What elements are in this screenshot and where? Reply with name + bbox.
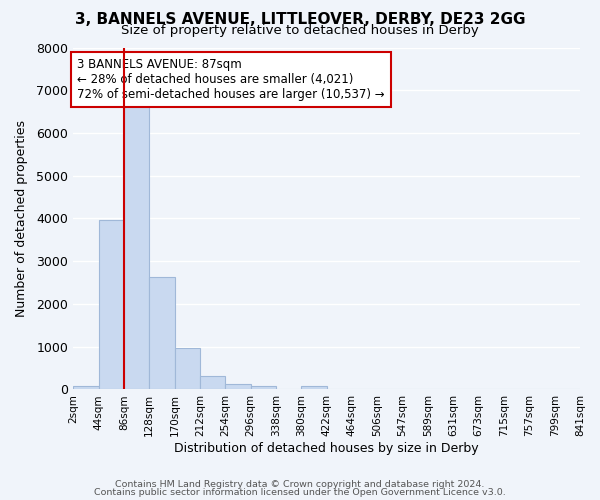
Bar [175,348,200,390]
Bar [124,106,149,390]
Text: 3 BANNELS AVENUE: 87sqm
← 28% of detached houses are smaller (4,021)
72% of semi: 3 BANNELS AVENUE: 87sqm ← 28% of detache… [77,58,385,101]
Bar [301,386,326,390]
Text: Size of property relative to detached houses in Derby: Size of property relative to detached ho… [121,24,479,37]
Bar [200,376,225,390]
Bar [98,220,124,390]
Text: 3, BANNELS AVENUE, LITTLEOVER, DERBY, DE23 2GG: 3, BANNELS AVENUE, LITTLEOVER, DERBY, DE… [75,12,525,26]
Text: Contains HM Land Registry data © Crown copyright and database right 2024.: Contains HM Land Registry data © Crown c… [115,480,485,489]
Bar [225,384,251,390]
Bar [73,386,98,390]
Y-axis label: Number of detached properties: Number of detached properties [15,120,28,317]
X-axis label: Distribution of detached houses by size in Derby: Distribution of detached houses by size … [174,442,479,455]
Bar [149,278,175,390]
Text: Contains public sector information licensed under the Open Government Licence v3: Contains public sector information licen… [94,488,506,497]
Bar [251,386,276,390]
